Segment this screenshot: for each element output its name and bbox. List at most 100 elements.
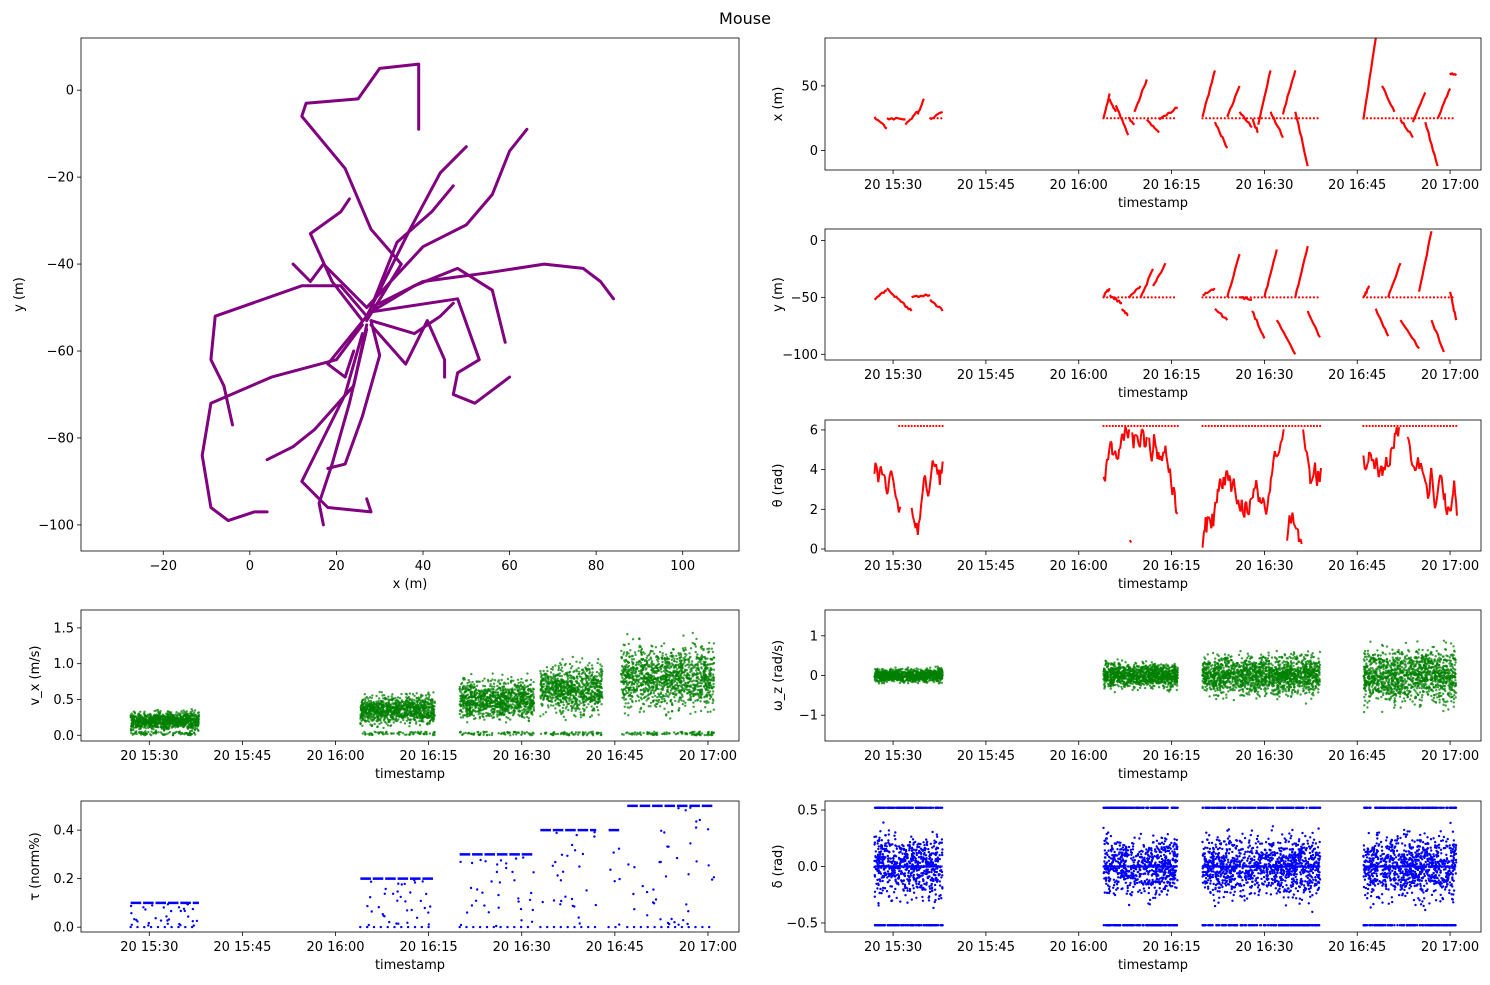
data-segment [1362,38,1377,120]
data-point [1275,296,1278,299]
data-point [517,703,520,707]
data-point [551,687,554,690]
data-point [589,677,592,680]
data-point [432,691,435,694]
data-point [359,713,362,716]
trajectory-path [317,327,369,527]
data-point [388,698,391,702]
y-tick-label: −80 [47,431,74,446]
data-point [175,711,178,714]
data-point [413,699,416,702]
data-point [1173,424,1176,428]
data-point [134,724,138,728]
data-point [571,686,574,690]
data-point [412,732,415,735]
data-point [384,720,387,724]
y-tick-label: −40 [47,258,74,273]
data-point [553,684,557,688]
data-point [627,642,630,646]
data-point [650,689,653,692]
data-point [518,710,522,713]
data-segment [1439,474,1443,478]
data-point [179,733,182,736]
data-point [473,709,476,713]
data-point [498,697,501,700]
data-point [514,683,517,687]
data-segment [1110,442,1114,456]
data-point [523,731,526,734]
data-point [1410,296,1413,299]
data-point [485,733,489,737]
data-point [1150,117,1153,120]
x-tick-label: 20 17:00 [1421,559,1479,574]
data-point [152,728,155,731]
data-segment [1239,296,1253,301]
data-point [1158,424,1161,428]
y-axis-label: y (m) [12,277,27,312]
data-point [478,717,481,720]
data-point [494,703,497,706]
data-point [557,689,561,692]
data-segment [1121,308,1129,317]
data-point [489,679,492,683]
data-point [552,704,555,707]
data-segment [1275,454,1279,458]
data-point [527,688,530,691]
x-tick-label: 20 15:45 [213,749,271,764]
data-point [1268,117,1271,120]
data-point [581,698,584,701]
data-segment [1226,253,1241,298]
data-point [141,732,144,736]
data-point [1396,424,1399,428]
data-segment [1223,475,1227,486]
data-segment [1108,98,1117,113]
data-point [516,678,520,681]
data-point [572,733,575,736]
data-point [415,715,418,718]
x-tick-label: 20 16:30 [493,749,551,764]
data-segment [1430,467,1434,482]
data-segment [1165,456,1169,465]
data-point [557,702,560,705]
data-point [458,687,461,691]
data-point [557,668,560,672]
data-segment [1249,497,1253,501]
data-point [521,702,525,706]
data-point [190,708,193,711]
data-segment [1243,502,1247,518]
data-point [532,706,535,709]
data-segment [1451,493,1455,501]
x-tick-label: 20 16:30 [1235,178,1293,193]
data-point [1448,424,1452,428]
data-point [1205,296,1208,299]
data-point [1124,117,1127,120]
data-point [591,690,594,693]
data-segment [1455,502,1458,516]
data-point [428,722,431,725]
data-point [1306,424,1309,428]
data-point [394,718,398,721]
x-tick-label: 20 15:30 [864,368,922,383]
data-point [466,681,469,685]
data-point [134,730,137,734]
data-point [1169,117,1172,120]
data-point [1120,296,1124,299]
data-point [496,715,499,718]
data-point [131,724,134,727]
x-axis-label: timestamp [1118,577,1188,592]
data-point [368,696,372,699]
data-point [363,730,366,734]
data-point [479,712,482,715]
data-point [1154,296,1157,299]
data-point [182,718,185,722]
data-point [502,692,505,695]
x-tick-label: 20 16:15 [1142,178,1200,193]
data-point [1399,296,1402,299]
data-point [556,677,559,680]
data-point [599,731,603,735]
data-point [400,692,403,696]
data-point [656,696,659,699]
data-segment [1292,522,1297,528]
data-point [547,699,550,703]
data-point [1254,424,1257,428]
